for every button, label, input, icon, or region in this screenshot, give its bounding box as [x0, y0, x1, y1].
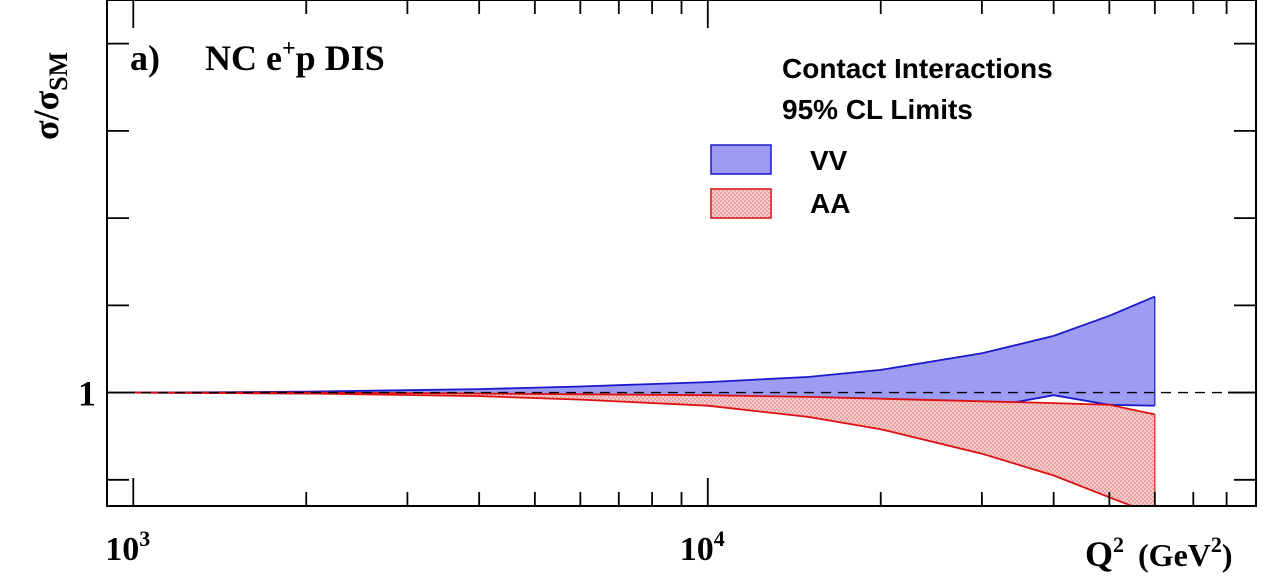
x-tick-label: 104 — [680, 526, 725, 568]
panel-label: a) — [130, 38, 160, 78]
x-tick-label-base: 10 — [680, 531, 714, 568]
legend-title-line1: Contact Interactions — [782, 53, 1053, 84]
svg-text:σ/σSM: σ/σSM — [26, 52, 73, 140]
legend-label-vv: VV — [810, 145, 848, 176]
legend-swatch-vv — [710, 144, 772, 175]
chart-title: NC e+p DIS — [205, 36, 385, 78]
band-vv — [133, 296, 1155, 409]
x-axis-label-unit-pre: (GeV — [1138, 537, 1211, 573]
x-tick-label-exp: 4 — [714, 526, 725, 551]
x-axis-label-q: Q — [1085, 534, 1113, 574]
chart-title-sup: + — [282, 36, 296, 62]
chart-title-post: p DIS — [296, 38, 385, 78]
legend-swatch-aa — [710, 188, 772, 219]
x-tick-label: 103 — [105, 526, 150, 568]
legend-title-line2: 95% CL Limits — [782, 94, 973, 125]
legend: Contact Interactions 95% CL Limits VV AA — [710, 53, 1053, 219]
axis-ticks — [106, 0, 1257, 506]
x-axis-label: Q2 (GeV2) — [1085, 532, 1233, 574]
y-tick-label: 1 — [78, 374, 96, 414]
band-aa-lower-line — [133, 391, 1135, 506]
x-axis-label-unit-post: ) — [1222, 537, 1233, 573]
x-axis-label-unit-sup: 2 — [1211, 532, 1222, 557]
y-axis-label-sub: SM — [44, 52, 73, 91]
y-axis-label: σ/σSM — [26, 52, 73, 140]
x-axis-label-q-sup: 2 — [1113, 532, 1124, 557]
band-aa — [133, 392, 1155, 506]
band-vv-upper-line — [133, 295, 1156, 394]
legend-label-aa: AA — [810, 188, 850, 219]
x-tick-label-base: 10 — [105, 531, 139, 568]
bands-layer — [133, 295, 1156, 506]
chart-title-pre: NC e — [205, 38, 282, 78]
x-tick-label-exp: 3 — [139, 526, 150, 551]
y-axis-label-main: σ/σ — [26, 90, 66, 140]
